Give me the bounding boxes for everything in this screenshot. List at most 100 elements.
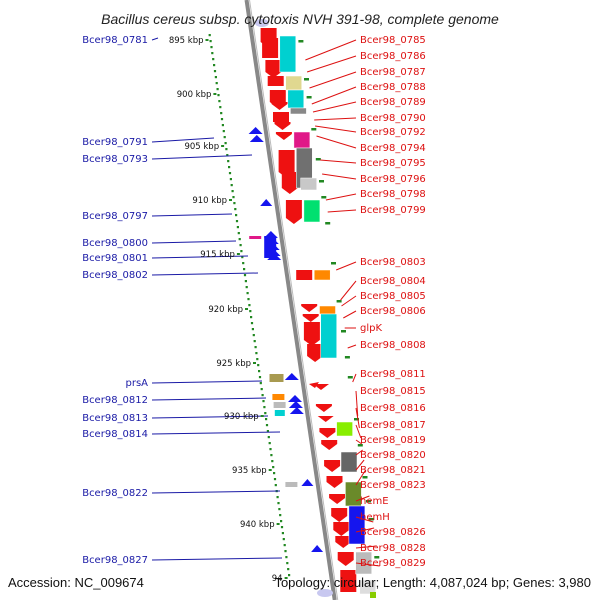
reverse-gene-arrow: [248, 127, 263, 134]
kbp-label: 915 kbp: [200, 250, 235, 260]
right-leader-line: [355, 449, 363, 456]
gc-dot: [234, 208, 237, 211]
bottom-feature-green: [370, 592, 376, 598]
gc-dot: [271, 460, 274, 463]
cog-block: [336, 421, 353, 437]
forward-gene-block: [302, 314, 319, 322]
bottom-feature: [317, 589, 333, 597]
forward-gene-block: [329, 494, 346, 504]
forward-gene-block: [337, 552, 354, 566]
gc-dot: [244, 280, 247, 283]
gc-dot: [273, 478, 277, 481]
gc-dot: [273, 472, 276, 475]
right-leader-line: [355, 495, 370, 502]
gc-dot: [228, 172, 232, 175]
forward-gene-block: [278, 150, 295, 178]
cog-block: [313, 269, 331, 281]
right-leader-line: [355, 439, 363, 445]
gc-dot: [220, 118, 224, 121]
gc-mark: [306, 96, 312, 99]
cog-block: [359, 579, 377, 595]
cog-block: [340, 451, 358, 473]
left-leader-line: [151, 255, 249, 259]
gc-dot: [222, 130, 225, 133]
right-gene-label: Bcer98_0816: [360, 403, 426, 414]
left-gene-label: Bcer98_0814: [82, 429, 148, 440]
reverse-gene-arrow: [260, 199, 273, 206]
right-leader-line: [325, 193, 357, 201]
left-leader-line: [151, 415, 269, 419]
gc-dot: [252, 334, 255, 337]
gc-dot: [232, 196, 235, 199]
left-feature-block: [274, 410, 285, 416]
kbp-label: 895 kbp: [169, 36, 204, 46]
right-leader-line: [312, 101, 357, 113]
kbp-label: 930 kbp: [224, 412, 259, 422]
genome-backbone: [244, 0, 339, 600]
genome-stats-text: Topology: circular; Length: 4,087,024 bp…: [274, 575, 591, 590]
reverse-gene-arrow: [289, 407, 304, 414]
right-gene-label: Bcer98_0799: [360, 205, 426, 216]
left-gene-label: Bcer98_0797: [82, 211, 148, 222]
forward-gene-block: [324, 460, 341, 472]
reverse-gene-arrow: [301, 479, 314, 486]
right-gene-label: Bcer98_0794: [360, 143, 426, 154]
gc-dot: [227, 160, 230, 163]
forward-gene-block: [265, 60, 282, 78]
right-leader-line: [355, 390, 359, 417]
forward-gene-block: [319, 428, 336, 438]
right-gene-label: Bcer98_0817: [360, 420, 426, 431]
gc-mark: [341, 330, 346, 333]
kbp-label: 94: [272, 574, 283, 584]
reverse-gene-arrow: [284, 373, 299, 380]
gc-dot: [270, 454, 273, 457]
gc-dot: [286, 562, 289, 565]
left-leader-line: [151, 397, 267, 401]
right-gene-label: Bcer98_0798: [360, 189, 426, 200]
gc-dot: [242, 262, 245, 265]
right-leader-line: [355, 424, 362, 439]
gc-dot: [223, 136, 226, 139]
gc-mark: [311, 128, 317, 131]
right-gene-label: Bcer98_0792: [360, 127, 426, 138]
backbone-edge: [249, 0, 339, 600]
gc-dot: [210, 46, 213, 49]
gc-dot: [209, 40, 212, 43]
forward-gene-block: [296, 270, 313, 280]
gc-dot: [255, 352, 258, 355]
gc-mark: [325, 222, 331, 225]
gc-dot: [225, 148, 228, 151]
kbp-label: 920 kbp: [208, 305, 243, 315]
left-leader-line: [151, 213, 233, 217]
right-gene-label: Bcer98_0829: [360, 558, 426, 569]
gc-dot: [287, 568, 290, 571]
forward-gene-block: [271, 102, 288, 110]
gc-dot: [288, 574, 291, 577]
gc-dot: [260, 388, 263, 391]
cog-block: [355, 551, 372, 575]
left-feature-block: [273, 402, 286, 408]
gc-dot: [276, 496, 279, 499]
gc-mark: [347, 376, 353, 379]
cog-block: [348, 505, 366, 545]
gc-mark: [315, 158, 321, 161]
gc-mark: [321, 196, 327, 199]
cog-block: [285, 75, 302, 91]
gc-mark: [354, 418, 359, 421]
cog-block: [279, 35, 297, 73]
gc-mark: [368, 518, 374, 521]
forward-gene-block: [274, 122, 291, 130]
right-leader-line: [355, 527, 375, 533]
reverse-gene-arrow: [311, 545, 324, 552]
right-gene-label: Bcer98_0815: [360, 386, 426, 397]
cog-block: [293, 131, 311, 149]
forward-gene-block: [285, 200, 302, 224]
right-gene-label: Bcer98_0790: [360, 113, 426, 124]
gc-dot: [263, 406, 266, 409]
left-gene-label: Bcer98_0781: [82, 35, 148, 46]
gc-dot: [243, 268, 246, 271]
left-gene-label: Bcer98_0827: [82, 555, 148, 566]
kbp-label: 940 kbp: [240, 520, 275, 530]
gc-mark: [357, 444, 363, 447]
